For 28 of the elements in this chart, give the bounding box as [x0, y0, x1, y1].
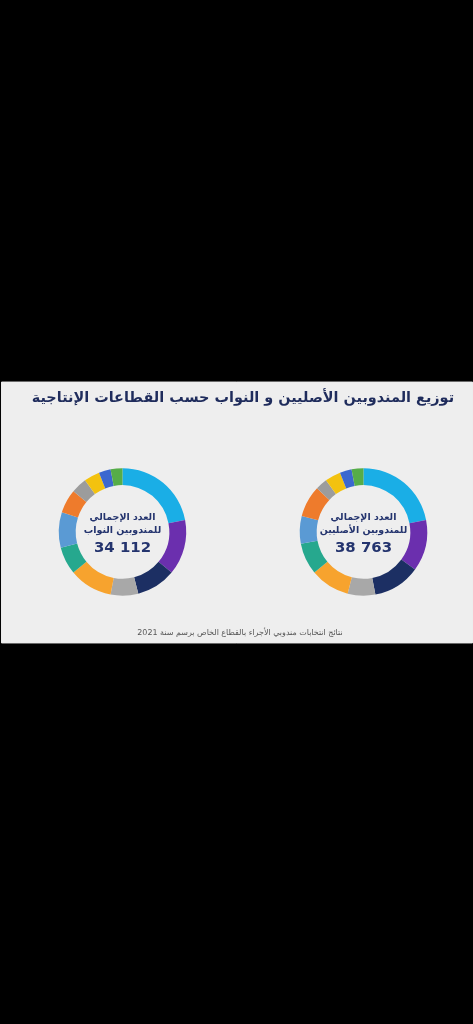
donut-slice	[372, 559, 416, 595]
donut-slice	[110, 577, 139, 596]
text: العدد الإجمالي	[330, 510, 397, 523]
donut-slice	[85, 472, 106, 495]
donut-slice	[73, 480, 95, 503]
donut-slice	[317, 480, 336, 500]
donut-slice	[347, 577, 376, 596]
donut-slice	[99, 469, 114, 489]
text: للمندوبين النواب	[83, 523, 162, 536]
donut-slice	[61, 491, 87, 518]
donut-slice	[314, 561, 352, 594]
donut-slice	[300, 540, 328, 573]
donut-slice	[340, 469, 355, 489]
donut-slice	[301, 488, 330, 521]
donut-slice	[58, 512, 78, 548]
text: للمندوبين الأصليين	[319, 523, 408, 536]
text: 34 112	[93, 537, 152, 556]
text: العدد الإجمالي	[89, 510, 156, 523]
donut-slice	[299, 516, 319, 544]
donut-slice	[60, 543, 87, 573]
donut-slice	[134, 561, 172, 594]
chart-title: توزيع المندوبين الأصليين و النواب حسب القطاعات الإنتاجية	[31, 388, 455, 407]
text: نتائج انتخابات مندوبي الأجراء بالقطاع الخاص برسم سنة 2021	[137, 627, 343, 638]
text: 38 763	[334, 537, 393, 556]
donut-slice	[110, 468, 123, 486]
donut-slice	[351, 468, 364, 486]
donut-slice	[326, 472, 347, 495]
donut-slice	[73, 561, 114, 595]
